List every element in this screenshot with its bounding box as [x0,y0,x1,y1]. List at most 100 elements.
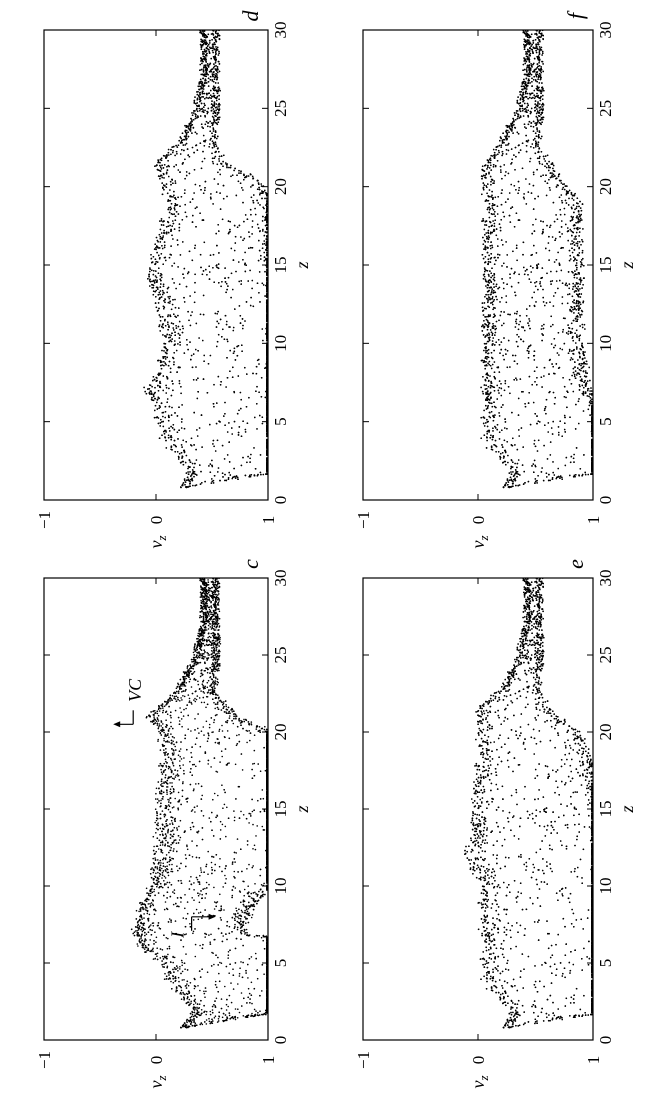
data-point [145,909,147,911]
data-point [182,683,184,685]
data-point [266,782,268,785]
data-point [173,743,175,746]
data-point [236,928,239,931]
data-point [190,828,192,831]
data-point [218,593,220,595]
data-point [193,806,196,809]
data-point [155,832,157,834]
data-point [150,711,152,713]
data-point [193,645,196,647]
data-point [213,612,216,615]
data-point [160,851,162,853]
data-point [189,1016,192,1019]
data-point [153,863,156,865]
data-point [169,970,171,973]
data-point [135,918,138,920]
data-point [165,781,168,784]
data-point [207,737,209,740]
data-point [165,820,167,822]
data-point [206,659,208,661]
data-point [161,852,164,854]
data-point [156,866,159,868]
data-point [228,1012,231,1014]
data-point [255,835,257,837]
data-point [210,650,213,652]
data-point [217,658,219,661]
data-point [266,960,268,963]
data-point [218,577,220,580]
data-point [141,930,144,933]
data-point [163,934,165,936]
data-point [199,874,201,877]
data-point [190,876,192,878]
data-point [205,1013,207,1016]
data-point [156,823,158,826]
data-point [205,604,207,607]
data-point [136,943,139,945]
data-point [218,730,220,732]
data-point [177,754,180,756]
data-point [197,632,200,635]
data-point [193,1021,195,1023]
data-point [157,871,159,874]
data-point [251,1002,253,1005]
data-point [258,890,260,893]
data-point [134,930,137,932]
data-point [205,1010,208,1013]
data-point [139,908,141,910]
data-point [236,920,239,923]
data-point [165,807,167,810]
data-point [162,723,164,725]
data-point [175,990,177,993]
data-point [215,697,217,699]
data-point [251,866,254,869]
data-point [216,624,218,626]
data-point [187,984,190,987]
data-point [240,719,242,722]
data-point [233,858,236,860]
data-point [225,704,227,706]
data-point [205,706,207,709]
data-point [160,780,163,782]
data-point [196,654,198,656]
data-point [206,686,209,689]
data-point [212,669,214,672]
data-point [226,925,228,927]
data-point [160,707,162,710]
data-point [206,593,209,595]
data-point [224,825,227,828]
data-point [169,694,172,697]
data-point [261,789,264,791]
data-point [239,891,242,893]
data-point [220,998,223,1000]
data-point [194,928,196,930]
data-point [201,638,204,641]
data-point [266,798,268,800]
data-point [215,620,217,622]
data-point [161,955,164,958]
data-point [225,865,227,867]
data-point [247,721,250,723]
data-point [226,938,228,941]
data-point [177,696,179,699]
data-point [234,763,237,766]
data-point [167,756,170,759]
data-point [178,723,181,725]
data-point [170,816,172,818]
data-point [191,856,194,858]
data-point [231,719,233,722]
data-point [221,823,224,826]
data-point [202,597,204,599]
data-point [164,774,167,776]
data-point [172,749,175,751]
data-point [212,603,215,606]
data-point [193,646,196,649]
data-point [242,944,244,947]
data-point [172,762,174,765]
data-point [145,946,148,949]
data-point [222,807,224,809]
data-point [176,865,178,867]
data-point [170,775,172,778]
data-point [162,828,165,830]
data-point [174,698,177,700]
